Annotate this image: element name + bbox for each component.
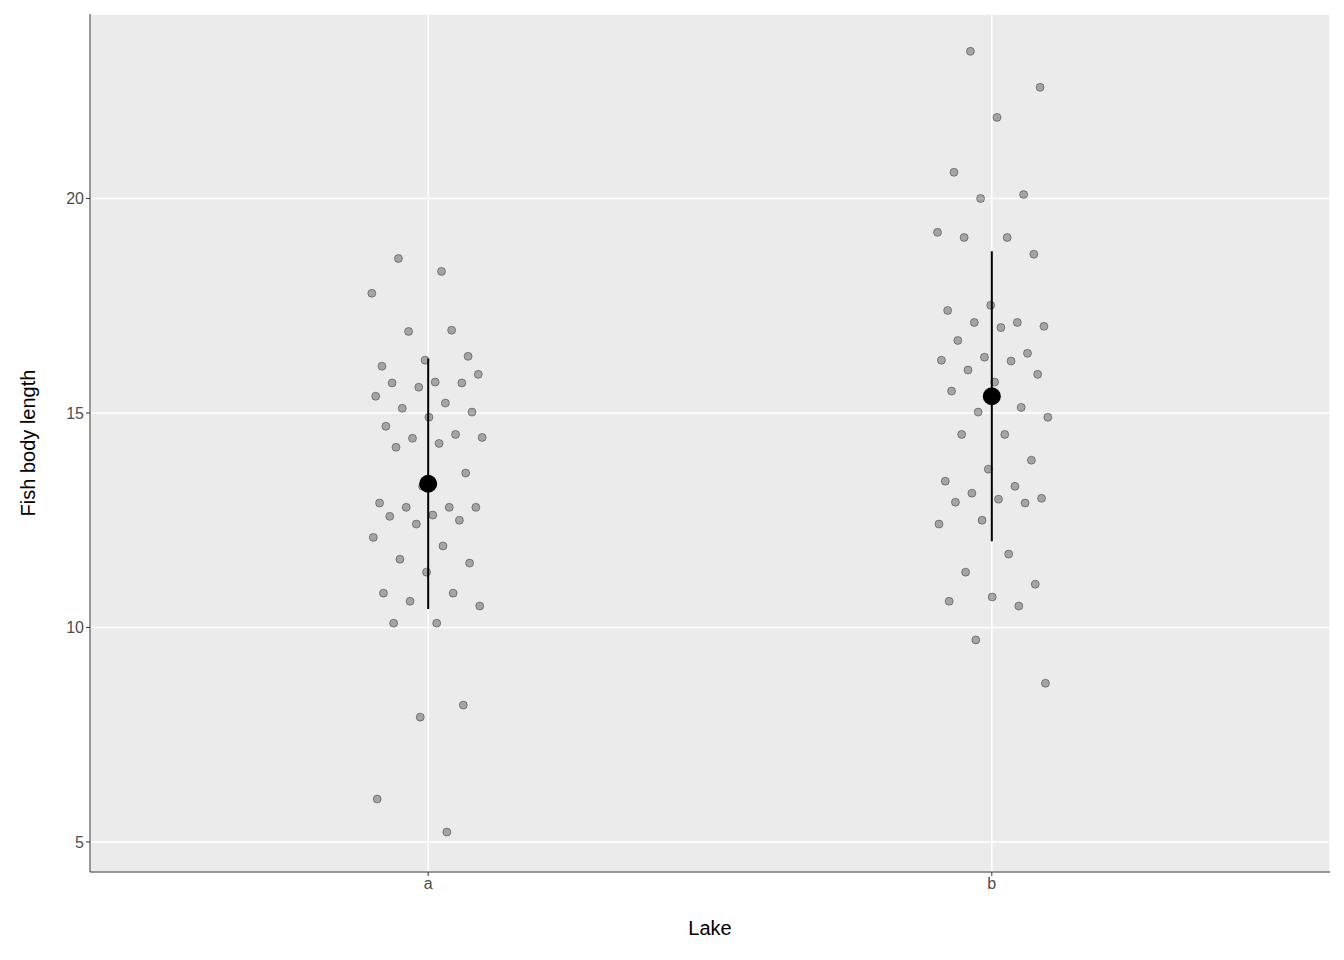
svg-text:Fish body length: Fish body length (17, 370, 39, 517)
svg-text:10: 10 (66, 619, 84, 636)
svg-text:20: 20 (66, 190, 84, 207)
svg-text:Lake: Lake (688, 917, 731, 939)
svg-text:15: 15 (66, 405, 84, 422)
svg-text:a: a (424, 875, 433, 892)
svg-text:5: 5 (75, 834, 84, 851)
svg-text:b: b (987, 875, 996, 892)
